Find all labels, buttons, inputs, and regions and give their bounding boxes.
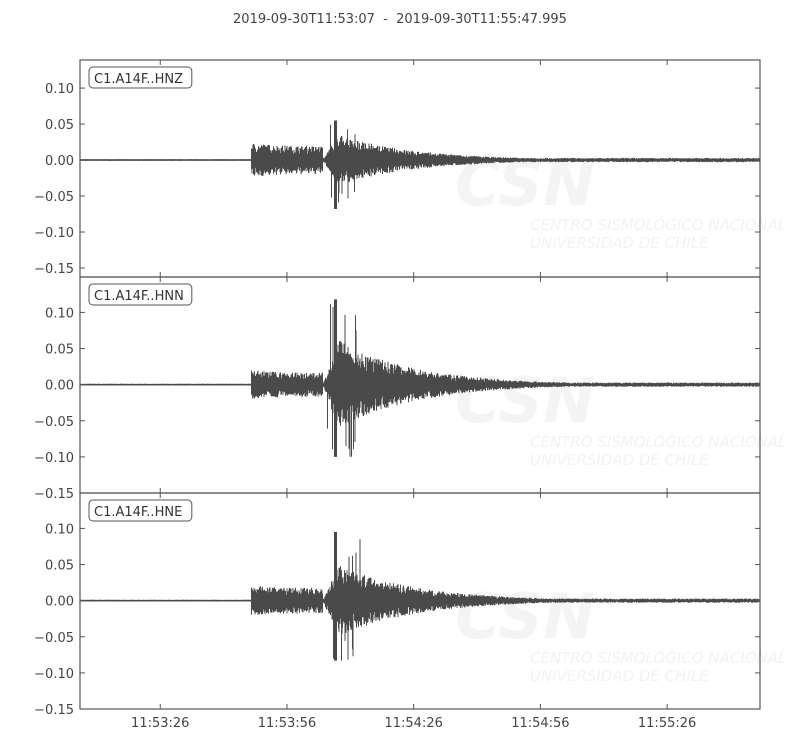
watermark-line2: UNIVERSIDAD DE CHILE [530, 234, 709, 252]
y-tick-label: −0.15 [34, 703, 74, 718]
watermark-line2: UNIVERSIDAD DE CHILE [530, 451, 709, 469]
y-tick-label: 0.10 [45, 522, 74, 537]
x-tick-label: 11:54:56 [511, 716, 569, 731]
trace-label-box [88, 66, 193, 89]
y-tick-label: −0.15 [34, 487, 74, 502]
trace-label-box [88, 499, 193, 522]
waveform-trace-3 [79, 532, 760, 661]
chart-title: 2019-09-30T11:53:07 - 2019-09-30T11:55:4… [233, 12, 567, 27]
y-tick-label: −0.05 [34, 415, 74, 430]
y-tick-label: 0.05 [45, 559, 74, 574]
watermark-line2: UNIVERSIDAD DE CHILE [530, 667, 709, 685]
watermark-line1: CENTRO SISMOLÓGICO NACIONAL [530, 215, 786, 234]
y-tick-label: −0.15 [34, 262, 74, 277]
trace-label-box [88, 283, 193, 306]
y-tick-label: 0.00 [45, 379, 74, 394]
trace-label: C1.A14F..HNZ [94, 72, 183, 87]
y-tick-label: 0.00 [45, 595, 74, 610]
watermark-line1: CENTRO SISMOLÓGICO NACIONAL [530, 432, 786, 451]
y-tick-label: 0.05 [45, 343, 74, 358]
waveform-trace-1 [79, 120, 760, 209]
y-tick-label: 0.00 [45, 154, 74, 169]
y-tick-label: −0.05 [34, 190, 74, 205]
watermark-line1: CENTRO SISMOLÓGICO NACIONAL [530, 648, 786, 667]
watermark-logo: CSN [455, 580, 595, 653]
trace-label: C1.A14F..HNE [94, 505, 182, 520]
x-tick-label: 11:54:26 [384, 716, 442, 731]
trace-label: C1.A14F..HNN [94, 289, 184, 304]
y-tick-label: −0.10 [34, 226, 74, 241]
y-tick-label: −0.05 [34, 631, 74, 646]
y-tick-label: −0.10 [34, 451, 74, 466]
x-tick-label: 11:55:26 [638, 716, 696, 731]
x-tick-label: 11:53:26 [131, 716, 189, 731]
watermark-logo: CSN [455, 364, 595, 437]
y-tick-label: 0.10 [45, 82, 74, 97]
y-tick-label: 0.10 [45, 306, 74, 321]
y-tick-label: 0.05 [45, 118, 74, 133]
y-tick-label: −0.10 [34, 667, 74, 682]
x-tick-label: 11:53:56 [258, 716, 316, 731]
